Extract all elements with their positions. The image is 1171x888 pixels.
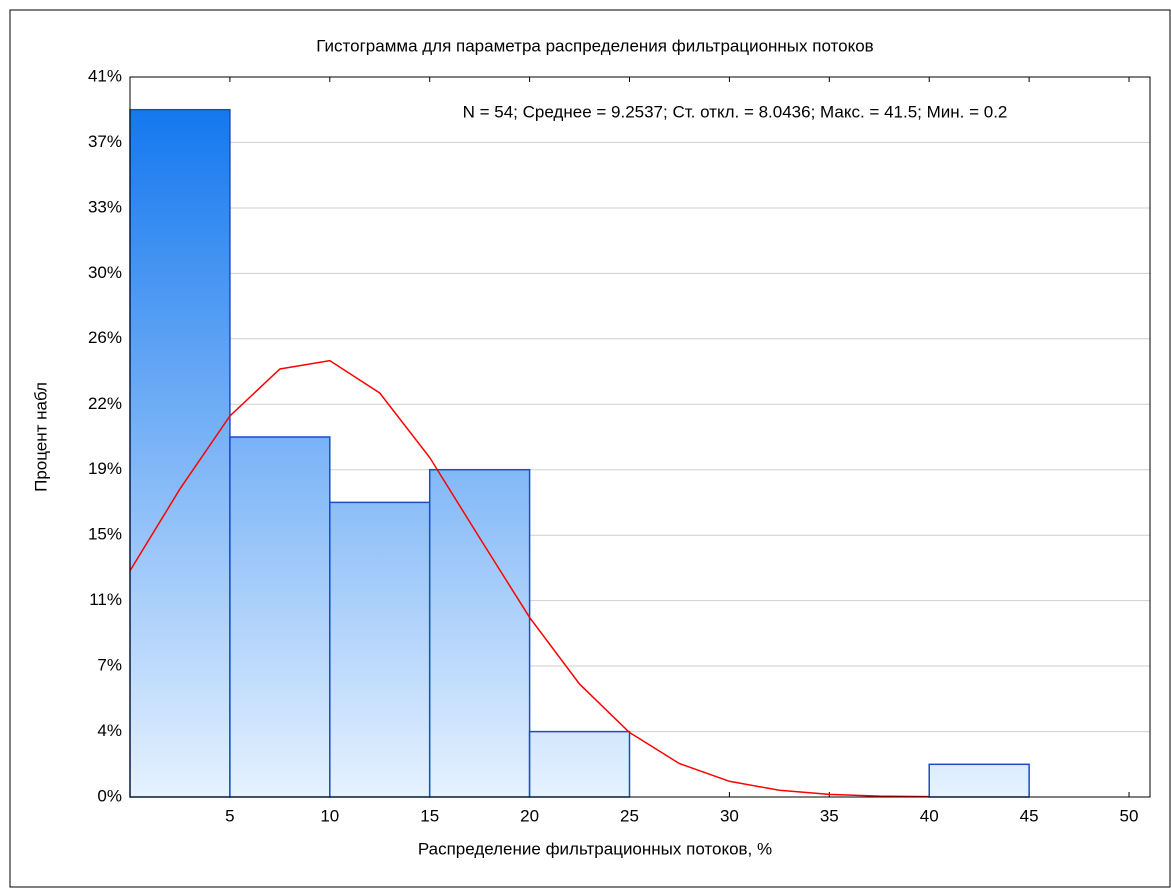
- y-tick-label: 33%: [88, 197, 122, 216]
- x-tick-label: 45: [1020, 806, 1039, 825]
- x-tick-label: 20: [520, 806, 539, 825]
- x-tick-label: 25: [620, 806, 639, 825]
- y-axis-label: Процент набл: [31, 382, 50, 492]
- y-tick-label: 11%: [89, 590, 122, 609]
- bar: [129, 108, 231, 798]
- bar: [428, 468, 531, 798]
- y-tick-label: 15%: [88, 525, 122, 544]
- x-tick-label: 5: [225, 806, 234, 825]
- y-tick-label: 19%: [88, 459, 122, 478]
- fit-curve: [129, 359, 930, 798]
- x-tick-label: 40: [920, 806, 939, 825]
- x-axis-label: Распределение фильтрационных потоков, %: [418, 839, 772, 858]
- y-tick-label: 22%: [88, 394, 122, 413]
- bar: [329, 501, 431, 798]
- y-tick-label: 26%: [88, 328, 122, 347]
- x-tick-label: 50: [1120, 806, 1139, 825]
- bar: [229, 436, 331, 798]
- bar: [928, 763, 1030, 798]
- y-tick-label: 37%: [88, 132, 122, 151]
- x-tick-label: 10: [320, 806, 339, 825]
- chart-title: Гистограмма для параметра распределения …: [316, 36, 873, 55]
- y-tick-label: 7%: [97, 656, 122, 675]
- x-tick-label: 30: [720, 806, 739, 825]
- y-tick-label: 41%: [88, 66, 122, 85]
- bar: [528, 730, 631, 798]
- x-tick-label: 35: [820, 806, 839, 825]
- plot-border: [129, 76, 1151, 798]
- y-tick-label: 30%: [88, 263, 122, 282]
- annotation: N = 54; Среднее = 9.2537; Ст. откл. = 8.…: [463, 102, 1008, 121]
- y-tick-label: 0%: [97, 786, 122, 805]
- y-tick-label: 4%: [97, 721, 122, 740]
- x-tick-label: 15: [420, 806, 439, 825]
